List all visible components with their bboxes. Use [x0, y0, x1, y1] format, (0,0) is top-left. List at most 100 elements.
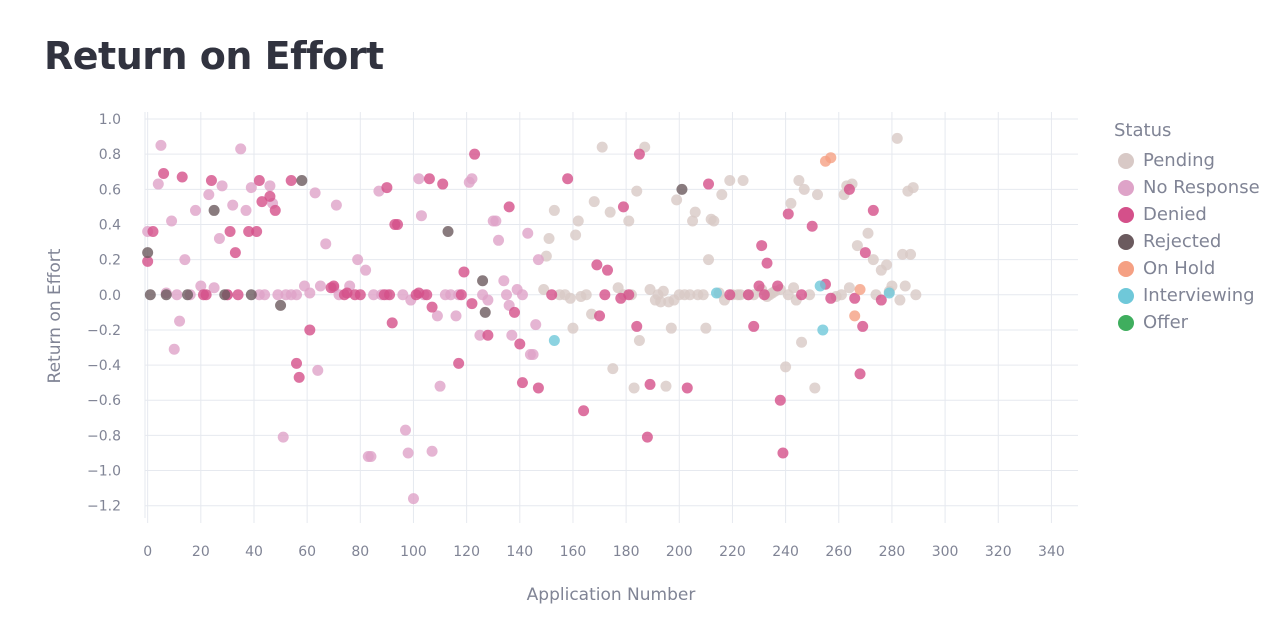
point-denied	[253, 175, 265, 187]
point-denied	[703, 178, 715, 190]
legend-label: Denied	[1143, 204, 1207, 225]
point-no-response	[208, 282, 220, 294]
point-pending	[891, 132, 903, 144]
point-no-response	[291, 289, 303, 301]
point-denied	[205, 175, 217, 187]
y-tick-label: −0.2	[87, 323, 121, 339]
point-denied	[623, 289, 635, 301]
point-no-response	[245, 182, 257, 194]
point-pending	[580, 289, 592, 301]
point-denied	[423, 173, 435, 185]
point-pending	[633, 334, 645, 346]
legend-title: Status	[1114, 120, 1172, 141]
point-denied	[562, 173, 574, 185]
x-axis-label: Application Number	[527, 585, 696, 605]
point-no-response	[179, 254, 191, 266]
point-pending	[788, 282, 800, 294]
point-pending	[851, 240, 863, 252]
point-no-response	[203, 189, 215, 201]
x-tick-label: 100	[400, 544, 427, 560]
point-pending	[780, 361, 792, 373]
legend-item-no-response[interactable]: No Response	[1114, 174, 1260, 201]
point-denied	[251, 226, 263, 238]
point-denied	[482, 329, 494, 341]
x-tick-label: 20	[192, 544, 210, 560]
point-no-response	[532, 254, 544, 266]
point-denied	[591, 259, 603, 271]
point-no-response	[399, 424, 411, 436]
point-denied	[291, 357, 303, 369]
point-denied	[243, 226, 255, 238]
point-pending	[905, 248, 917, 260]
point-no-response	[527, 349, 539, 361]
point-denied	[641, 431, 653, 443]
point-pending	[804, 289, 816, 301]
point-no-response	[272, 289, 284, 301]
point-pending	[716, 189, 728, 201]
x-tick-label: 80	[351, 544, 369, 560]
point-no-response	[466, 173, 478, 185]
legend-swatch	[1118, 206, 1134, 223]
point-no-response	[216, 180, 228, 192]
point-no-response	[407, 493, 419, 505]
point-pending	[703, 254, 715, 266]
legend-item-offer[interactable]: Offer	[1114, 309, 1260, 336]
point-interviewing	[817, 324, 829, 336]
point-no-response	[227, 199, 239, 211]
point-pending	[867, 254, 879, 266]
point-no-response	[397, 289, 409, 301]
point-denied	[875, 294, 887, 306]
point-denied	[304, 324, 316, 336]
point-no-response	[352, 254, 364, 266]
point-no-response	[174, 315, 186, 327]
legend-swatch	[1118, 152, 1134, 169]
point-no-response	[168, 343, 180, 355]
x-tick-label: 300	[932, 544, 959, 560]
y-tick-label: 0.2	[99, 253, 121, 269]
legend-label: On Hold	[1143, 258, 1216, 279]
point-no-response	[530, 319, 542, 331]
legend-item-interviewing[interactable]: Interviewing	[1114, 282, 1260, 309]
point-no-response	[501, 289, 513, 301]
point-denied	[293, 371, 305, 383]
point-denied	[503, 201, 515, 213]
point-pending	[644, 284, 656, 296]
point-pending	[734, 289, 746, 301]
point-no-response	[235, 143, 247, 155]
point-no-response	[264, 180, 276, 192]
y-tick-label: −0.4	[87, 358, 121, 374]
point-denied	[147, 226, 159, 238]
point-denied	[328, 280, 340, 292]
legend-label: Interviewing	[1143, 285, 1255, 306]
legend-item-on-hold[interactable]: On Hold	[1114, 255, 1260, 282]
point-pending	[588, 196, 600, 208]
legend-swatch	[1118, 179, 1134, 196]
point-denied	[229, 247, 241, 259]
point-no-response	[314, 280, 326, 292]
point-denied	[176, 171, 188, 183]
x-tick-label: 200	[666, 544, 693, 560]
x-tick-label: 320	[985, 544, 1012, 560]
legend-item-pending[interactable]: Pending	[1114, 147, 1260, 174]
legend: Status Pending No Response Denied Rejected O…	[1114, 120, 1260, 336]
point-denied	[455, 289, 467, 301]
legend-item-denied[interactable]: Denied	[1114, 201, 1260, 228]
point-denied	[849, 292, 861, 304]
point-no-response	[259, 289, 271, 301]
point-denied	[825, 292, 837, 304]
x-tick-label: 120	[453, 544, 480, 560]
point-denied	[354, 289, 366, 301]
point-denied	[269, 204, 281, 216]
point-pending	[798, 183, 810, 195]
point-denied	[514, 338, 526, 350]
point-no-response	[445, 289, 457, 301]
point-denied	[516, 377, 528, 389]
x-tick-label: 0	[143, 544, 152, 560]
legend-item-rejected[interactable]: Rejected	[1114, 228, 1260, 255]
y-tick-label: 0.6	[99, 182, 121, 198]
point-pending	[809, 382, 821, 394]
x-axis-ticks: 0 20 40 60 80 100 120 140 160 180 200 220 240 260 280 3…	[143, 518, 1065, 560]
point-no-response	[493, 234, 505, 246]
legend-label: Rejected	[1143, 231, 1222, 252]
